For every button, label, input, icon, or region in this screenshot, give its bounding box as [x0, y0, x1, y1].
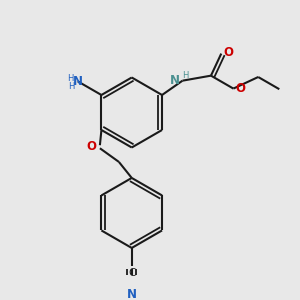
Text: H: H — [67, 74, 73, 83]
Text: O: O — [87, 140, 97, 153]
Text: N: N — [73, 75, 83, 88]
Text: C: C — [128, 268, 135, 278]
Text: O: O — [235, 82, 245, 95]
Text: H: H — [68, 82, 75, 91]
Text: O: O — [224, 46, 234, 59]
Text: N: N — [127, 287, 137, 300]
Text: H: H — [182, 71, 189, 80]
Text: N: N — [169, 74, 179, 87]
